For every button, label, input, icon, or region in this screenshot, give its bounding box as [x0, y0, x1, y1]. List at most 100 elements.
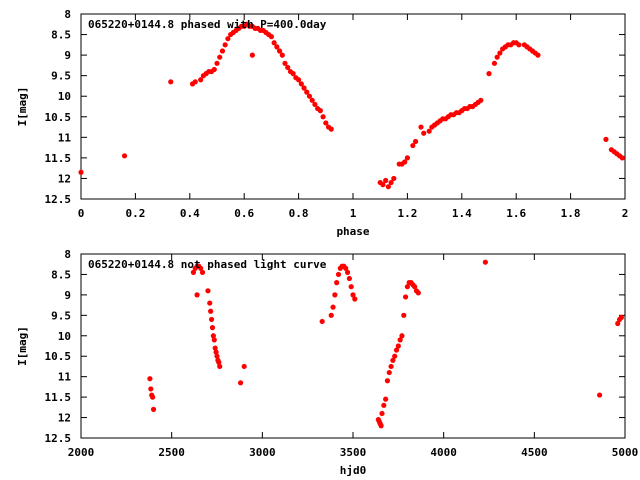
y-tick-label: 12 [58, 172, 71, 185]
data-point [241, 363, 247, 370]
data-point [615, 320, 621, 327]
x-tick-label: 0.4 [180, 207, 200, 220]
data-point [150, 394, 156, 400]
data-point [323, 120, 329, 126]
data-point [391, 175, 397, 182]
data-point [205, 288, 211, 294]
chart-title: 065220+0144.8 phased with P=400.0day [88, 18, 327, 31]
x-tick-label: 2000 [68, 446, 95, 459]
data-point [298, 81, 304, 87]
data-point [410, 142, 416, 149]
data-point [150, 406, 157, 412]
data-point [418, 124, 424, 130]
data-point [497, 50, 503, 56]
data-point [276, 48, 283, 54]
data-point [282, 60, 288, 66]
data-point [279, 52, 285, 58]
data-point [415, 290, 421, 296]
data-point [198, 265, 204, 271]
data-point [332, 292, 338, 298]
data-point [194, 292, 200, 298]
data-point [535, 52, 541, 58]
x-tick-label: 5000 [612, 446, 639, 459]
data-point [304, 89, 310, 95]
x-tick-label: 0.2 [125, 207, 145, 220]
data-point [334, 280, 340, 286]
data-point [618, 314, 624, 320]
data-point [478, 97, 484, 103]
x-tick-label: 3000 [249, 446, 276, 459]
y-tick-label: 11 [58, 371, 72, 384]
data-point [222, 42, 228, 48]
data-point [147, 376, 153, 382]
y-tick-label: 12.5 [45, 432, 72, 445]
data-point [217, 54, 223, 60]
data-point [404, 155, 410, 161]
data-point [350, 292, 356, 298]
x-tick-label: 1.4 [452, 207, 472, 220]
x-tick-label: 1.6 [506, 207, 526, 220]
data-point [214, 60, 220, 66]
x-tick-label: 0 [78, 207, 85, 220]
data-point [494, 54, 500, 60]
data-point [208, 308, 214, 314]
data-point [395, 343, 401, 349]
data-point [335, 271, 342, 278]
x-tick-label: 4500 [521, 446, 548, 459]
data-point [379, 410, 385, 417]
y-tick-label: 12.5 [45, 193, 72, 206]
data-point [397, 337, 403, 343]
data-point [392, 353, 398, 359]
phased-light-curve-panel: 0 0.2 0.4 0.6 0.8 1 1.2 1.4 1.6 1.8 2 8 8.5 9 9.5 10 10.… [16, 8, 628, 238]
data-point [482, 259, 488, 265]
y-tick-label: 10.5 [45, 350, 72, 363]
data-point [168, 79, 174, 85]
data-point [386, 369, 392, 376]
x-tick-label: 0.6 [234, 207, 254, 220]
data-point [330, 304, 336, 310]
data-point [309, 97, 315, 103]
data-point [211, 337, 217, 343]
x-tick-label: 1 [350, 207, 357, 220]
y-tick-label: 8 [64, 248, 71, 261]
data-point [217, 363, 223, 370]
data-point [312, 101, 318, 108]
data-point [211, 66, 217, 73]
data-point [190, 269, 197, 275]
data-point [121, 153, 128, 159]
data-point [390, 357, 396, 363]
data-point [296, 77, 302, 83]
data-point [619, 155, 625, 161]
y-axis-label: I[mag] [16, 326, 29, 366]
y-tick-label: 11.5 [45, 391, 72, 404]
x-tick-label: 0.8 [289, 207, 309, 220]
data-point [402, 294, 409, 300]
data-point [328, 312, 334, 318]
data-point [271, 40, 277, 46]
data-point [219, 48, 226, 54]
data-point [343, 265, 349, 271]
plot-frame [80, 253, 626, 439]
x-axis-label: phase [336, 225, 369, 238]
data-point [214, 353, 220, 359]
data-point [225, 36, 231, 42]
data-point [402, 159, 408, 165]
data-point [216, 359, 222, 365]
data-point [381, 402, 387, 408]
data-point [383, 396, 389, 402]
y-tick-label: 8 [64, 8, 71, 21]
data-point [328, 126, 334, 132]
data-point [352, 296, 358, 302]
y-tick-label: 11 [58, 131, 72, 144]
data-point [198, 77, 204, 83]
data-point [319, 318, 325, 325]
data-point [380, 182, 386, 188]
data-point [491, 60, 498, 66]
data-point [346, 275, 352, 282]
y-tick-label: 10.5 [45, 111, 72, 124]
y-tick-label: 8.5 [51, 268, 71, 281]
data-point [237, 380, 244, 386]
data-point [249, 52, 255, 58]
data-point [399, 333, 405, 339]
